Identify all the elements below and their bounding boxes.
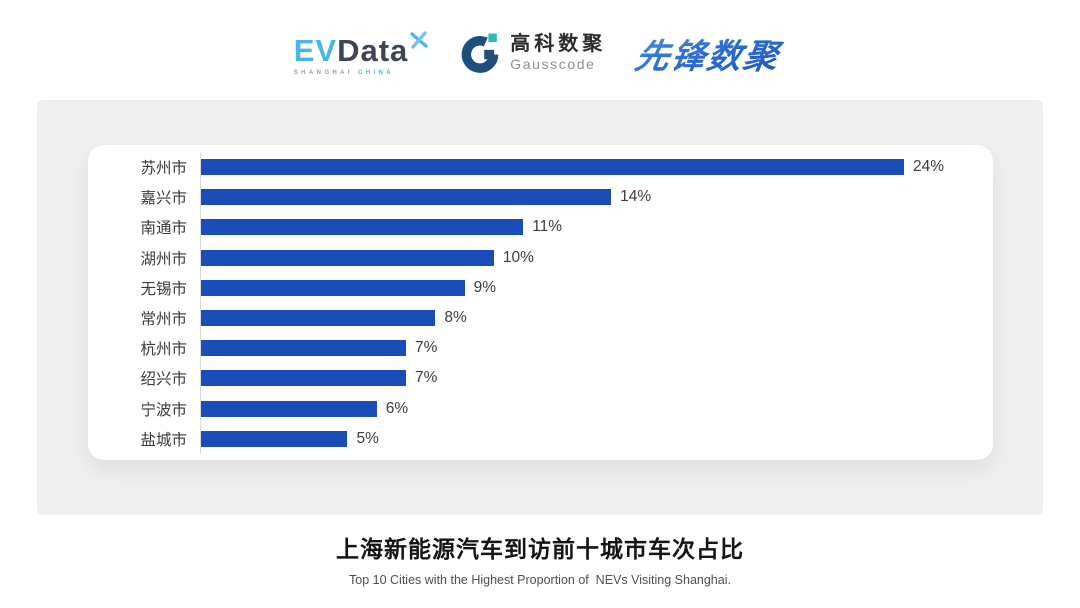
category-label: 嘉兴市 <box>140 190 187 208</box>
bar-track: 9% <box>200 272 993 303</box>
category-label: 无锡市 <box>140 280 187 298</box>
bar <box>201 430 348 447</box>
value-label: 11% <box>532 218 563 236</box>
chart-row: 绍兴市 7% <box>88 363 993 394</box>
chart-row: 苏州市 24% <box>88 152 993 183</box>
category-label: 常州市 <box>140 311 187 329</box>
bar <box>201 249 494 266</box>
bar-track: 24% <box>200 152 993 183</box>
chart-row: 宁波市 6% <box>88 393 993 424</box>
bar <box>201 340 407 357</box>
value-label: 8% <box>444 309 467 327</box>
category-label: 盐城市 <box>140 431 187 449</box>
evdata-ev-text: EV <box>293 33 338 68</box>
value-label: 10% <box>502 248 534 266</box>
chart-row: 无锡市 9% <box>88 272 993 303</box>
bar <box>201 189 612 206</box>
bar-track: 10% <box>200 242 993 273</box>
chart-title: 上海新能源汽车到访前十城市车次占比 <box>336 536 744 562</box>
gausscode-g-icon <box>461 33 499 73</box>
header-logo-strip: EV Data SHANGHAI CHINA 高科数聚 Gausscode 先锋数… <box>0 22 1080 84</box>
evdata-wordmark: EV Data <box>294 30 430 66</box>
category-label: 宁波市 <box>140 401 187 419</box>
bar-track: 7% <box>200 333 993 364</box>
chart-subtitle: Top 10 Cities with the Highest Proportio… <box>349 573 731 587</box>
bar <box>201 400 377 417</box>
pioneer-data-logo: 先锋数聚 <box>632 29 791 78</box>
evdata-star-icon <box>410 31 428 49</box>
category-label: 苏州市 <box>140 160 187 178</box>
bar-track: 14% <box>200 182 993 213</box>
chart-row: 湖州市 10% <box>88 242 993 273</box>
value-label: 9% <box>473 278 497 296</box>
chart-row: 南通市 11% <box>88 212 993 243</box>
value-label: 5% <box>356 429 379 447</box>
bar-track: 8% <box>200 302 993 334</box>
chart-card: 苏州市 24% 嘉兴市 14% 南通市 11% 湖州市 10% 无锡市 9% 常州市 8% 杭州市 7% 绍… <box>88 145 993 460</box>
value-label: 24% <box>913 158 945 176</box>
evdata-subtitle: SHANGHAI CHINA <box>294 70 394 76</box>
bar-track: 7% <box>200 363 993 394</box>
chart-row: 嘉兴市 14% <box>88 182 993 213</box>
chart-panel: 苏州市 24% 嘉兴市 14% 南通市 11% 湖州市 10% 无锡市 9% 常州市 8% 杭州市 7% 绍… <box>37 100 1043 515</box>
category-label: 杭州市 <box>140 341 187 359</box>
bar <box>201 159 904 176</box>
bar <box>201 219 524 236</box>
gausscode-wordmark: 高科数聚 Gausscode <box>510 34 606 72</box>
bar-chart: 苏州市 24% 嘉兴市 14% 南通市 11% 湖州市 10% 无锡市 9% 常州市 8% 杭州市 7% 绍… <box>88 152 993 454</box>
evdata-logo: EV Data SHANGHAI CHINA <box>294 30 430 76</box>
evdata-shanghai-text: SHANGHAI <box>293 70 353 76</box>
evdata-china-text: CHINA <box>358 70 394 76</box>
chart-row: 杭州市 7% <box>88 333 993 364</box>
category-label: 绍兴市 <box>140 371 187 389</box>
category-label: 湖州市 <box>140 250 187 268</box>
bar <box>201 310 436 327</box>
value-label: 6% <box>385 399 409 417</box>
chart-row: 常州市 8% <box>88 302 993 334</box>
gausscode-english-text: Gausscode <box>510 56 596 73</box>
value-label: 7% <box>415 339 438 357</box>
bar <box>201 370 407 387</box>
evdata-data-text: Data <box>337 33 409 68</box>
bar-track: 11% <box>200 212 993 243</box>
gausscode-chinese-text: 高科数聚 <box>510 33 607 56</box>
category-label: 南通市 <box>140 220 187 238</box>
value-label: 14% <box>620 188 652 206</box>
gausscode-logo: 高科数聚 Gausscode <box>459 32 606 74</box>
value-label: 7% <box>415 369 438 387</box>
chart-row: 盐城市 5% <box>88 423 993 454</box>
caption-block: 上海新能源汽车到访前十城市车次占比 Top 10 Cities with the… <box>0 530 1080 587</box>
bar-track: 5% <box>200 423 993 454</box>
bar-track: 6% <box>200 393 993 424</box>
bar <box>201 279 465 296</box>
